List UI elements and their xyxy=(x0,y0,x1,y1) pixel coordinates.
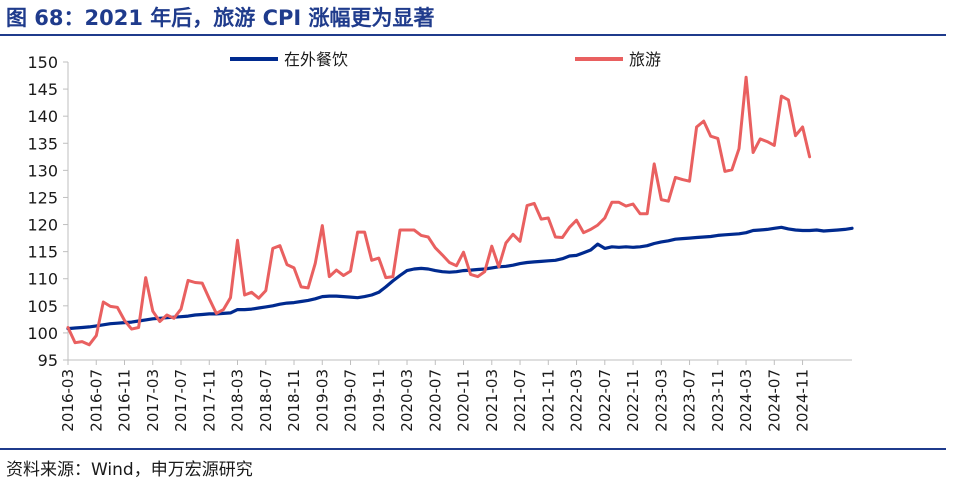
x-tick-label: 2018-07 xyxy=(257,369,275,432)
series-line-dining xyxy=(66,225,854,331)
y-tick-label: 100 xyxy=(27,324,58,343)
x-tick-label: 2020-11 xyxy=(455,369,473,432)
x-axis: 2016-03 2016-07 2016-11 2017-03 2017-07 2017-… xyxy=(59,359,852,432)
x-tick-label: 2023-11 xyxy=(709,369,727,432)
y-tick-label: 145 xyxy=(27,80,58,99)
x-tick-label: 2022-07 xyxy=(596,369,614,432)
title-rule xyxy=(0,34,946,36)
x-tick-label: 2017-07 xyxy=(172,369,190,432)
x-tick-label: 2019-11 xyxy=(370,369,388,432)
x-tick-label: 2018-11 xyxy=(285,369,303,432)
y-tick-label: 130 xyxy=(27,161,58,180)
legend-label: 旅游 xyxy=(629,50,661,69)
x-tick-label: 2024-03 xyxy=(737,369,755,432)
y-tick-label: 120 xyxy=(27,216,58,235)
line-chart: 95 100 105 110 115 120 125 130 135 140 145 150 2016… xyxy=(27,50,854,432)
x-tick-label: 2016-11 xyxy=(116,369,134,432)
x-tick-label: 2016-07 xyxy=(87,369,105,432)
y-tick-label: 105 xyxy=(27,297,58,316)
y-tick-label: 110 xyxy=(27,270,58,289)
x-tick-label: 2017-11 xyxy=(200,369,218,432)
x-tick-label: 2016-03 xyxy=(59,369,77,432)
y-tick-label: 150 xyxy=(27,53,58,72)
y-tick-label: 135 xyxy=(27,134,58,153)
y-tick-label: 140 xyxy=(27,107,58,126)
legend: 在外餐饮 旅游 xyxy=(230,50,661,69)
series-layer xyxy=(66,75,854,347)
chart-title: 图 68：2021 年后，旅游 CPI 涨幅更为显著 xyxy=(6,6,435,30)
x-tick-label: 2017-03 xyxy=(144,369,162,432)
y-tick-label: 115 xyxy=(27,243,58,262)
x-tick-label: 2019-03 xyxy=(313,369,331,432)
x-tick-label: 2019-07 xyxy=(342,369,360,432)
x-tick-label: 2021-07 xyxy=(511,369,529,432)
y-tick-label: 95 xyxy=(38,351,58,370)
x-tick-label: 2024-11 xyxy=(794,369,812,432)
x-tick-label: 2021-03 xyxy=(483,369,501,432)
y-axis: 95 100 105 110 115 120 125 130 135 140 145 150 xyxy=(27,53,69,370)
x-tick-label: 2020-03 xyxy=(398,369,416,432)
source-rule xyxy=(0,448,946,450)
series-line-tourism xyxy=(66,75,812,347)
x-tick-label: 2024-07 xyxy=(765,369,783,432)
x-tick-label: 2022-11 xyxy=(624,369,642,432)
y-tick-label: 125 xyxy=(27,188,58,207)
x-tick-label: 2018-03 xyxy=(229,369,247,432)
legend-label: 在外餐饮 xyxy=(284,50,348,69)
x-tick-label: 2023-07 xyxy=(681,369,699,432)
source-note: 资料来源：Wind，申万宏源研究 xyxy=(6,460,253,480)
x-tick-label: 2023-03 xyxy=(652,369,670,432)
x-tick-label: 2021-11 xyxy=(539,369,557,432)
x-tick-label: 2020-07 xyxy=(426,369,444,432)
x-tick-label: 2022-03 xyxy=(568,369,586,432)
